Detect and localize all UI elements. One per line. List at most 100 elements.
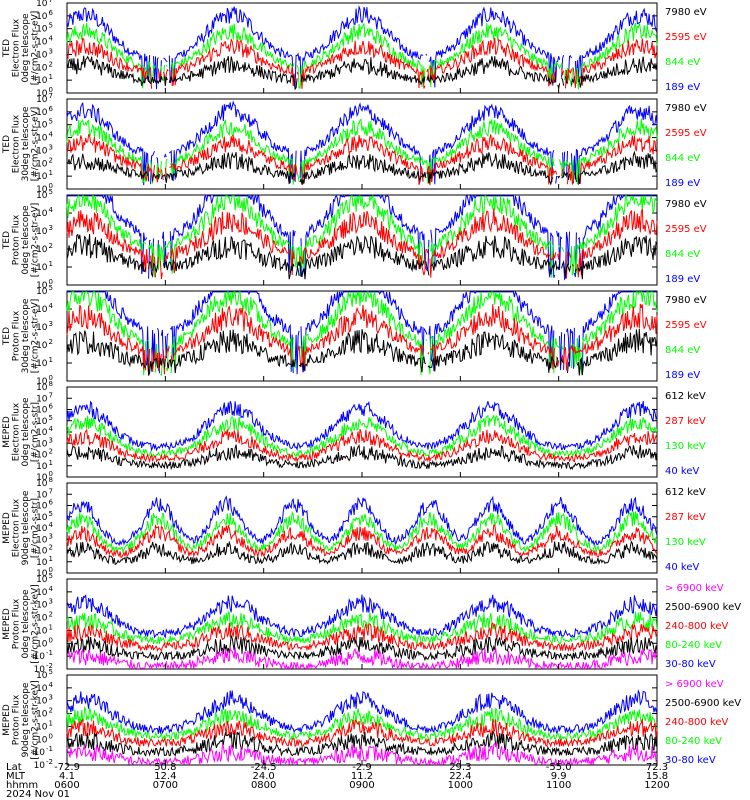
y-axis-label-line: TED bbox=[2, 327, 12, 346]
y-axis-label-line: TED bbox=[2, 39, 12, 58]
legend-entry: 130 keV bbox=[665, 441, 706, 452]
x-tick-label-lat: -24.5 bbox=[251, 762, 277, 773]
series-trace bbox=[66, 150, 658, 186]
legend-entry: 844 eV bbox=[665, 345, 700, 356]
x-tick-label-hhmm: 1200 bbox=[644, 780, 669, 791]
series-trace bbox=[66, 290, 658, 377]
y-axis-label-line: 0deg telescope bbox=[21, 397, 31, 467]
x-tick-label-mlt: 12.4 bbox=[154, 771, 176, 782]
x-row-label-lat: Lat bbox=[6, 762, 22, 773]
x-tick-label-hhmm: 0800 bbox=[251, 780, 276, 791]
legend-entry: 2595 eV bbox=[665, 32, 707, 43]
date-label: 2024 Nov 01 bbox=[6, 789, 70, 800]
legend-entry: 2500-6900 keV bbox=[665, 698, 741, 709]
legend-entry: > 6900 keV bbox=[665, 679, 724, 690]
y-axis-label-line: [#/cm2-s-str] bbox=[31, 498, 41, 558]
x-tick-label-mlt: 11.2 bbox=[351, 771, 373, 782]
y-axis-label-line: 0deg telescope bbox=[21, 205, 31, 275]
y-axis-label-line: [#/cm2-s-str-eV] bbox=[31, 203, 41, 278]
x-tick-label-lat: -55.0 bbox=[546, 762, 572, 773]
legend-entry: 189 eV bbox=[665, 274, 700, 285]
series-trace bbox=[66, 428, 658, 464]
legend-entry: 189 eV bbox=[665, 370, 700, 381]
x-tick-label-mlt: 4.1 bbox=[59, 771, 75, 782]
series-trace bbox=[66, 718, 658, 748]
y-axis-label-line: MEPED bbox=[2, 704, 12, 736]
legend-entry: 612 keV bbox=[665, 487, 706, 498]
series-trace bbox=[66, 622, 658, 653]
series-trace bbox=[66, 705, 658, 743]
legend-entry: 189 eV bbox=[665, 178, 700, 189]
y-axis-label-line: Proton Flux bbox=[12, 694, 22, 745]
x-tick-label-lat: 29.3 bbox=[449, 762, 471, 773]
legend-entry: 189 eV bbox=[665, 82, 700, 93]
legend-entry: 287 keV bbox=[665, 512, 706, 523]
x-tick-label-hhmm: 0900 bbox=[349, 780, 374, 791]
series-trace bbox=[66, 194, 658, 279]
series-trace bbox=[66, 495, 658, 547]
legend-entry: 7980 eV bbox=[665, 7, 707, 18]
y-axis-label-line: 90deg telescope bbox=[21, 682, 31, 757]
legend-entry: 30-80 keV bbox=[665, 659, 716, 670]
series-trace bbox=[66, 594, 658, 639]
legend-entry: 240-800 keV bbox=[665, 621, 729, 632]
legend-entry: 7980 eV bbox=[665, 295, 707, 306]
y-axis-label-line: MEPED bbox=[2, 512, 12, 544]
legend-entry: 240-800 keV bbox=[665, 717, 729, 728]
y-axis-label-line: 30deg telescope bbox=[21, 106, 31, 181]
legend-entry: 80-240 keV bbox=[665, 640, 722, 651]
legend-entry: 2595 eV bbox=[665, 224, 707, 235]
x-tick-label-mlt: 9.9 bbox=[551, 771, 567, 782]
legend-entry: 844 eV bbox=[665, 57, 700, 68]
x-tick-label-hhmm: 1100 bbox=[546, 780, 571, 791]
y-axis-label-line: Electron Flux bbox=[12, 114, 22, 173]
y-axis-label-line: Proton Flux bbox=[12, 598, 22, 649]
series-trace bbox=[66, 634, 658, 662]
x-tick-label-mlt: 22.4 bbox=[449, 771, 471, 782]
legend-entry: 844 eV bbox=[665, 153, 700, 164]
y-axis-label-line: [#/cm2-s-str-keV] bbox=[31, 584, 41, 663]
legend-entry: 2595 eV bbox=[665, 320, 707, 331]
legend-entry: 130 keV bbox=[665, 537, 706, 548]
legend-entry: 612 keV bbox=[665, 391, 706, 402]
legend-entry: 2500-6900 keV bbox=[665, 602, 741, 613]
series-trace bbox=[66, 328, 658, 376]
series-trace bbox=[66, 540, 658, 566]
series-trace bbox=[66, 523, 658, 559]
series-trace bbox=[66, 730, 658, 757]
y-axis-label-line: Electron Flux bbox=[12, 498, 22, 557]
y-axis-label-line: 90deg telescope bbox=[21, 490, 31, 565]
legend-entry: 30-80 keV bbox=[665, 755, 716, 766]
legend-entry: 40 keV bbox=[665, 466, 699, 477]
y-axis-label-line: MEPED bbox=[2, 416, 12, 448]
x-tick-label-lat: -72.9 bbox=[54, 762, 80, 773]
y-axis-label-line: [#/cm2-s-str-eV] bbox=[31, 11, 41, 86]
legend-entry: 7980 eV bbox=[665, 103, 707, 114]
legend-entry: 2595 eV bbox=[665, 128, 707, 139]
x-tick-label-mlt: 15.8 bbox=[646, 771, 668, 782]
series-trace bbox=[66, 400, 658, 452]
legend-entry: 7980 eV bbox=[665, 199, 707, 210]
series-trace bbox=[66, 510, 658, 554]
x-tick-label-lat: 72.3 bbox=[646, 762, 668, 773]
x-tick-label-hhmm: 1000 bbox=[448, 780, 473, 791]
x-tick-label-hhmm: 0600 bbox=[54, 780, 79, 791]
legend-entry: 844 eV bbox=[665, 249, 700, 260]
legend-entry: 40 keV bbox=[665, 562, 699, 573]
y-axis-label-line: [#/cm2-s-str-keV] bbox=[31, 680, 41, 759]
x-tick-label-lat: -2.9 bbox=[352, 762, 372, 773]
y-axis-label-line: 0deg telescope bbox=[21, 13, 31, 83]
y-axis-label-line: [#/cm2-s-str] bbox=[31, 402, 41, 462]
y-tick-label: 107 bbox=[36, 0, 53, 9]
y-axis-label-line: Electron Flux bbox=[12, 18, 22, 77]
